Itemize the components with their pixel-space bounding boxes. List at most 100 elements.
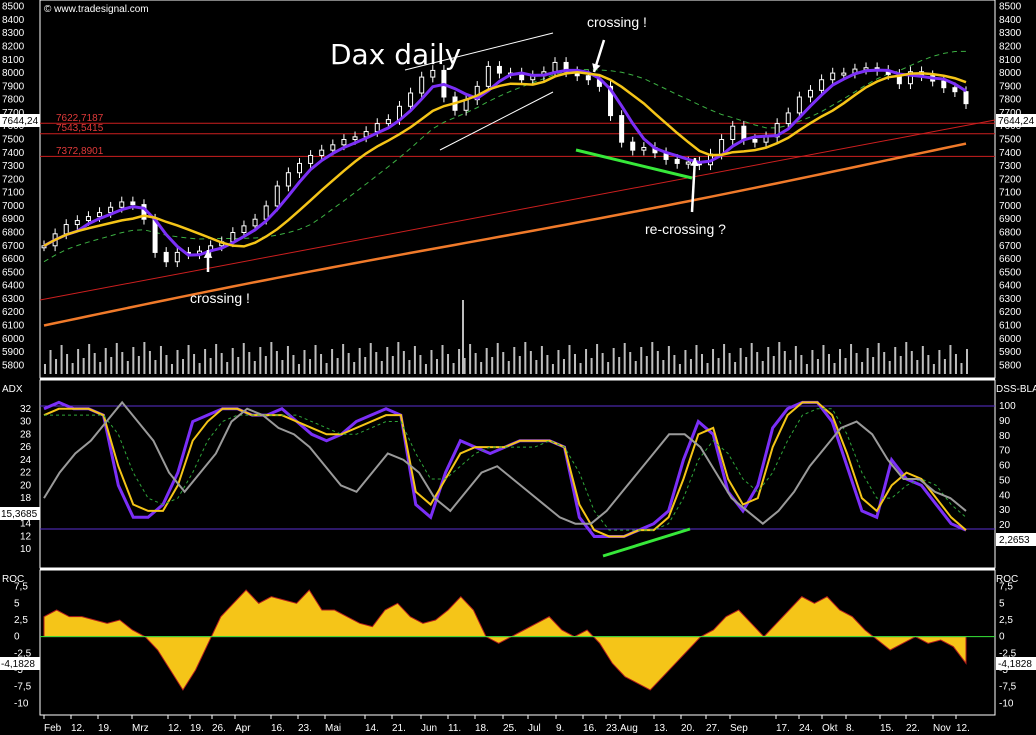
- volume-bar: [165, 355, 168, 374]
- x-tick-label: 19.: [98, 723, 112, 734]
- price-tick-label-left: 8400: [2, 15, 25, 26]
- adx-panel: 3230282624222018161412101009080706050403…: [20, 400, 1016, 558]
- volume-bar: [336, 358, 339, 374]
- dss-label: DSS-BLA: [996, 384, 1036, 395]
- adx-tick-label-right: 40: [999, 490, 1011, 501]
- volume-bar: [358, 348, 361, 374]
- arrow-recrossing: [690, 157, 697, 213]
- volume-bar: [888, 361, 891, 374]
- arrow-recrossing-head: [690, 158, 699, 167]
- candle-body: [274, 185, 280, 207]
- price-tick-label-right: 8000: [999, 68, 1022, 79]
- volume-bar: [607, 362, 610, 374]
- volume-bar: [187, 345, 190, 374]
- volume-bar: [226, 362, 229, 374]
- candle-body: [119, 201, 125, 208]
- candle-body: [830, 72, 836, 81]
- candle-body: [496, 65, 502, 74]
- price-tick-label-left: 7500: [2, 135, 25, 146]
- volume-bar: [529, 351, 532, 374]
- candle-body: [108, 206, 114, 214]
- volume-bar: [783, 351, 786, 374]
- volume-bar: [115, 343, 118, 374]
- x-tick-label: 18.: [475, 723, 489, 734]
- price-tick-label-left: 8000: [2, 68, 25, 79]
- volume-bar: [524, 342, 527, 374]
- volume-bar: [551, 364, 554, 374]
- price-tick-label-left: 6900: [2, 214, 25, 225]
- price-tick-label-left: 7000: [2, 201, 25, 212]
- price-tick-label-right: 6600: [999, 254, 1022, 265]
- roc-tick-label-right: -5: [999, 665, 1008, 676]
- adx-tick-label-left: 28: [20, 429, 32, 440]
- volume-bar: [303, 350, 306, 374]
- divergence-line-adx: [602, 527, 691, 558]
- price-tick-label-left: 7100: [2, 188, 25, 199]
- candle-body: [74, 220, 80, 226]
- volume-bar: [574, 354, 577, 374]
- price-tick-label-left: 6000: [2, 334, 25, 345]
- last-price-badge-right: [996, 114, 1036, 127]
- candle-body: [552, 61, 558, 73]
- volume-bar: [767, 347, 770, 374]
- adx-tick-label-right: 20: [999, 520, 1011, 531]
- volume-bar: [342, 344, 345, 374]
- volume-bar: [684, 350, 687, 374]
- volume-bar: [99, 362, 102, 374]
- price-tick-label-right: 7500: [999, 135, 1022, 146]
- price-tick-label-right: 5800: [999, 360, 1022, 371]
- volume-bar: [259, 347, 262, 374]
- candle-body: [408, 92, 414, 107]
- volume-bar: [739, 348, 742, 374]
- candle-body: [807, 89, 813, 98]
- x-tick-label: 24.: [799, 723, 813, 734]
- volume-bar: [546, 355, 549, 374]
- candle-body: [785, 112, 791, 125]
- sma-fast-line: [43, 68, 967, 257]
- x-tick-label: Feb: [44, 723, 62, 734]
- volume-bar: [833, 363, 836, 374]
- roc-value-badge-right: [996, 657, 1036, 670]
- trendline-white: [404, 32, 554, 71]
- x-tick-label: 22.: [906, 723, 920, 734]
- annotation-crossing-bottom: crossing !: [190, 290, 250, 306]
- adx-tick-label-right: 90: [999, 416, 1011, 427]
- price-tick-label-right: 6200: [999, 307, 1022, 318]
- volume-bar: [861, 362, 864, 374]
- volume-bar: [485, 348, 488, 374]
- arrow-crossing-bottom-head: [203, 250, 213, 258]
- candle-body: [952, 87, 958, 93]
- candle-body: [330, 144, 336, 151]
- divergence-line-price: [575, 148, 693, 180]
- roc-tick-label-right: 0: [999, 632, 1005, 643]
- candle-body: [241, 225, 247, 234]
- price-tick-label-right: 6400: [999, 281, 1022, 292]
- price-tick-label-right: 6900: [999, 214, 1022, 225]
- candle-body: [296, 162, 302, 174]
- volume-bar: [424, 364, 427, 374]
- axis-labels: Feb 12. 19. Mrz 12. 19. 26. Apr 16. 23. Mai 14. 21. J…: [43, 715, 970, 734]
- volume-bar: [932, 364, 935, 374]
- roc-tick-label-left: 7,5: [14, 582, 28, 593]
- price-tick-label-right: 6800: [999, 228, 1022, 239]
- candle-body: [907, 71, 913, 85]
- price-tick-label-right: 8400: [999, 15, 1022, 26]
- volume-bar: [579, 363, 582, 374]
- volume-bar: [491, 357, 494, 374]
- volume-bar: [651, 342, 654, 374]
- adx-tick-label-left: 10: [20, 544, 32, 555]
- volume-bar: [325, 363, 328, 374]
- volume-bar: [855, 353, 858, 374]
- volume-bar: [640, 347, 643, 374]
- x-tick-label: Okt: [822, 723, 838, 734]
- volume-bar: [535, 360, 538, 374]
- volume-bar: [441, 345, 444, 374]
- volume-bar: [673, 355, 676, 374]
- volume-bar: [331, 349, 334, 374]
- volume-bar: [193, 354, 196, 374]
- x-tick-label: 12.: [168, 723, 182, 734]
- chart-panels: [39, 0, 996, 716]
- volume-bar: [275, 351, 278, 374]
- price-tick-label-right: 6000: [999, 334, 1022, 345]
- volume-bar: [645, 356, 648, 374]
